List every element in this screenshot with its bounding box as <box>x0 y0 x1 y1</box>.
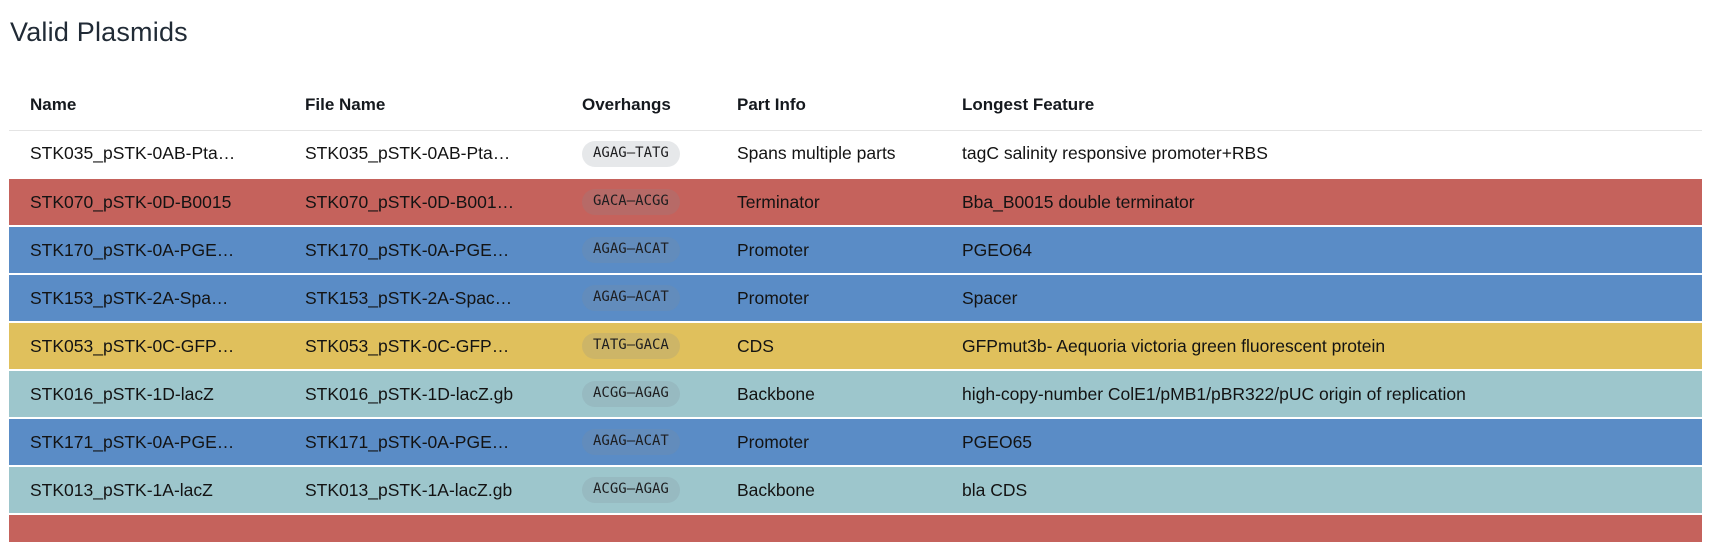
table-header-row: Name File Name Overhangs Part Info Longe… <box>9 51 1702 131</box>
cell-part-info: Terminator <box>737 191 820 212</box>
overhangs-badge: ACGG–AGAG <box>582 477 680 503</box>
overhangs-badge: AGAG–ACAT <box>582 429 680 455</box>
cell-overhangs: ACGG–AGAG <box>582 466 737 514</box>
cell-part-info: Promoter <box>737 431 809 452</box>
cell-overhangs: GACA–ACGG <box>582 178 737 226</box>
table-row[interactable] <box>9 514 1702 542</box>
cell-file-name <box>305 514 582 542</box>
cell-part-info: Spans multiple parts <box>737 143 896 164</box>
cell-part-info: Promoter <box>737 287 809 308</box>
cell-name: STK170_pSTK-0A-PGE… <box>30 239 235 260</box>
column-header-name: Name <box>9 51 305 131</box>
cell-part-info <box>737 514 962 542</box>
cell-overhangs: ACGG–AGAG <box>582 370 737 418</box>
column-header-part-info: Part Info <box>737 51 962 131</box>
cell-longest-feature: bla CDS <box>962 479 1028 500</box>
column-header-file-name: File Name <box>305 51 582 131</box>
cell-part-info: Promoter <box>737 239 809 260</box>
cell-file-name: STK016_pSTK-1D-lacZ.gb <box>305 383 514 404</box>
cell-longest-feature <box>962 514 1702 542</box>
cell-name: STK035_pSTK-0AB-Pta… <box>30 143 236 164</box>
overhangs-badge: AGAG–ACAT <box>582 285 680 311</box>
cell-overhangs <box>582 514 737 542</box>
cell-overhangs: AGAG–ACAT <box>582 274 737 322</box>
table-row[interactable]: STK171_pSTK-0A-PGE… STK171_pSTK-0A-PGE… … <box>9 418 1702 466</box>
cell-file-name: STK153_pSTK-2A-Spac… <box>305 287 513 308</box>
cell-longest-feature: PGEO64 <box>962 239 1033 260</box>
cell-part-info: Backbone <box>737 479 815 500</box>
cell-longest-feature: GFPmut3b- Aequoria victoria green fluore… <box>962 335 1386 356</box>
cell-overhangs: AGAG–ACAT <box>582 418 737 466</box>
overhangs-badge: ACGG–AGAG <box>582 381 680 407</box>
table-body: STK035_pSTK-0AB-Pta… STK035_pSTK-0AB-Pta… <box>9 130 1702 542</box>
column-header-overhangs: Overhangs <box>582 51 737 131</box>
cell-name: STK013_pSTK-1A-lacZ <box>30 479 213 500</box>
table-row[interactable]: STK070_pSTK-0D-B0015 STK070_pSTK-0D-B001… <box>9 178 1702 226</box>
cell-name: STK171_pSTK-0A-PGE… <box>30 431 235 452</box>
table-row[interactable]: STK013_pSTK-1A-lacZ STK013_pSTK-1A-lacZ.… <box>9 466 1702 514</box>
cell-file-name: STK170_pSTK-0A-PGE… <box>305 239 510 260</box>
cell-overhangs: TATG–GACA <box>582 322 737 370</box>
cell-file-name: STK053_pSTK-0C-GFP… <box>305 335 510 356</box>
plasmids-table: Name File Name Overhangs Part Info Longe… <box>9 51 1702 542</box>
cell-file-name: STK070_pSTK-0D-B001… <box>305 191 515 212</box>
cell-longest-feature: PGEO65 <box>962 431 1033 452</box>
cell-name: STK016_pSTK-1D-lacZ <box>30 383 214 404</box>
column-header-longest-feature: Longest Feature <box>962 51 1702 131</box>
cell-file-name: STK035_pSTK-0AB-Pta… <box>305 143 511 164</box>
cell-part-info: CDS <box>737 335 774 356</box>
cell-file-name: STK171_pSTK-0A-PGE… <box>305 431 510 452</box>
overhangs-badge: AGAG–ACAT <box>582 237 680 263</box>
table-row[interactable]: STK053_pSTK-0C-GFP… STK053_pSTK-0C-GFP… … <box>9 322 1702 370</box>
cell-longest-feature: Bba_B0015 double terminator <box>962 191 1195 212</box>
cell-name <box>9 514 305 542</box>
cell-overhangs: AGAG–TATG <box>582 130 737 178</box>
overhangs-badge: GACA–ACGG <box>582 189 680 215</box>
cell-longest-feature: high-copy-number ColE1/pMB1/pBR322/pUC o… <box>962 383 1466 404</box>
table-row[interactable]: STK153_pSTK-2A-Spa… STK153_pSTK-2A-Spac…… <box>9 274 1702 322</box>
cell-longest-feature: Spacer <box>962 287 1018 308</box>
table-row[interactable]: STK035_pSTK-0AB-Pta… STK035_pSTK-0AB-Pta… <box>9 130 1702 178</box>
cell-name: STK153_pSTK-2A-Spa… <box>30 287 229 308</box>
cell-file-name: STK013_pSTK-1A-lacZ.gb <box>305 479 513 500</box>
cell-name: STK070_pSTK-0D-B0015 <box>30 191 232 212</box>
page-title: Valid Plasmids <box>10 17 188 47</box>
table-row[interactable]: STK170_pSTK-0A-PGE… STK170_pSTK-0A-PGE… … <box>9 226 1702 274</box>
cell-overhangs: AGAG–ACAT <box>582 226 737 274</box>
cell-part-info: Backbone <box>737 383 815 404</box>
table-row[interactable]: STK016_pSTK-1D-lacZ STK016_pSTK-1D-lacZ.… <box>9 370 1702 418</box>
overhangs-badge: TATG–GACA <box>582 333 680 359</box>
cell-longest-feature: tagC salinity responsive promoter+RBS <box>962 143 1268 164</box>
cell-name: STK053_pSTK-0C-GFP… <box>30 335 235 356</box>
overhangs-badge: AGAG–TATG <box>582 140 680 167</box>
